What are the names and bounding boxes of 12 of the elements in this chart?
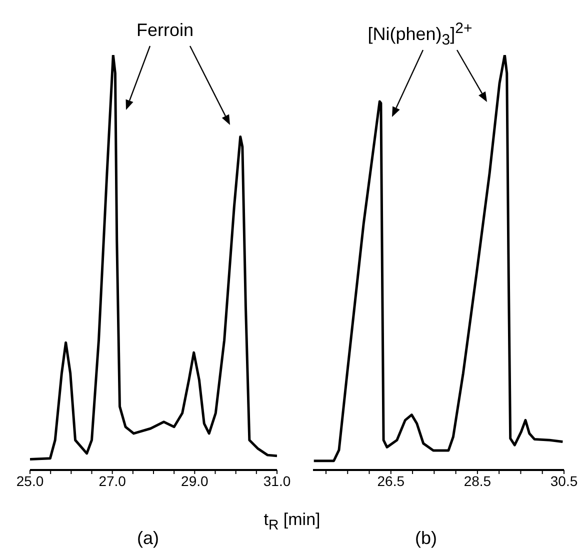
x-tick-label: 29.0: [181, 472, 209, 489]
x-tick-label: 30.5: [550, 472, 578, 489]
x-tick-label: 27.0: [98, 472, 126, 489]
x-axis-title: t$_{R}$ [min]: [262, 510, 322, 534]
x-tick-label: 31.0: [263, 472, 291, 489]
text: (b): [414, 528, 438, 549]
text: Ferroin: [135, 20, 194, 41]
x-tick-label: 25.0: [16, 472, 44, 489]
text: [Ni(phen)$_{3}$]$^{2+}$: [366, 20, 474, 49]
x-tick-label: 26.5: [377, 472, 405, 489]
text: (a): [136, 528, 160, 549]
x-tick-label: 28.5: [464, 472, 492, 489]
